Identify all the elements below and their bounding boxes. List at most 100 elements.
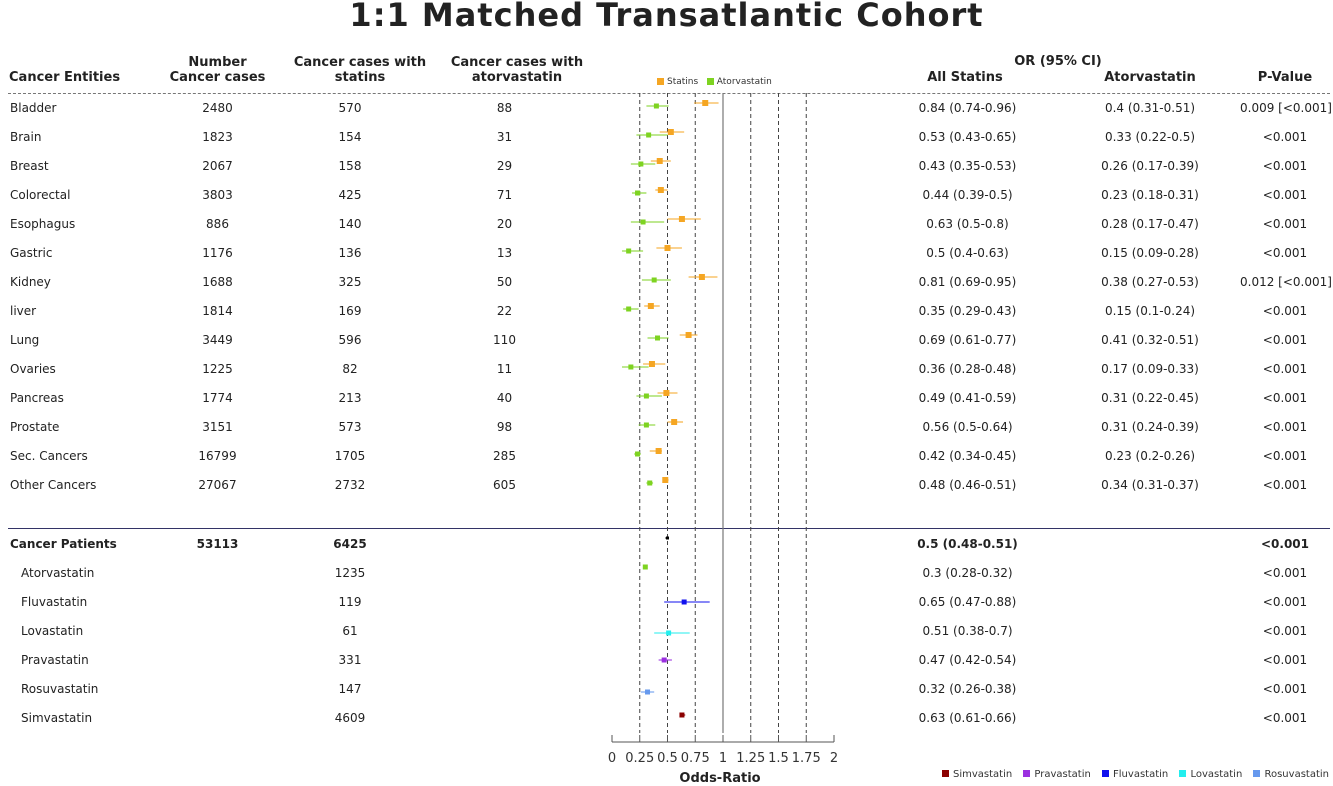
row-atorva: 11	[496, 362, 513, 376]
row-pvalue: <0.001	[1262, 246, 1308, 260]
row-entity: Breast	[10, 159, 49, 173]
row-or-ator: 0.28 (0.17-0.47)	[1101, 217, 1199, 231]
atorvastatin-point	[638, 161, 644, 167]
subrow-or-all: 0.51 (0.38-0.7)	[922, 624, 1013, 638]
legend-statins-label: Statins	[667, 77, 699, 87]
header-statins-line1: Cancer cases with	[293, 55, 427, 70]
row-entity: Colorectal	[10, 188, 71, 202]
atorvastatin-point	[647, 480, 653, 486]
row-statins: 2732	[334, 478, 366, 492]
x-tick-label: 1.5	[768, 751, 789, 766]
row-entity: Brain	[10, 130, 42, 144]
legend-rosuvastatin-swatch	[1253, 770, 1261, 777]
legend-lovastatin-label: Lovastatin	[1190, 769, 1243, 780]
row-or-ator: 0.31 (0.24-0.39)	[1101, 420, 1199, 434]
subrow-or-all: 0.32 (0.26-0.38)	[918, 682, 1017, 696]
atorvastatin-point	[628, 364, 634, 370]
row-atorva: 13	[496, 246, 513, 260]
row-statins: 82	[342, 362, 358, 376]
atorvastatin-point	[653, 103, 659, 109]
header-atorva-line2: atorvastatin	[471, 70, 563, 85]
subrow-entity: Atorvastatin	[21, 566, 95, 580]
row-entity: Esophagus	[10, 217, 76, 231]
row-atorva: 40	[496, 391, 513, 405]
subrow-entity: Rosuvastatin	[21, 682, 99, 696]
row-number: 3449	[202, 333, 233, 347]
statins-point	[664, 245, 671, 251]
atorvastatin-point	[635, 190, 641, 196]
row-atorva: 50	[496, 275, 513, 289]
header-number-line2: Cancer cases	[169, 70, 266, 85]
row-atorva: 98	[496, 420, 513, 434]
row-pvalue: <0.001	[1262, 478, 1308, 492]
summary-or-all: 0.5 (0.48-0.51)	[917, 537, 1018, 551]
x-tick-label: 1.25	[736, 751, 765, 766]
row-or-all: 0.53 (0.43-0.65)	[918, 130, 1017, 144]
statins-point	[648, 361, 655, 367]
statins-point	[662, 477, 669, 483]
header-number: Number Cancer cases	[155, 55, 280, 85]
row-statins: 140	[338, 217, 362, 231]
row-entity: Prostate	[10, 420, 60, 434]
header-atorva-line1: Cancer cases with	[450, 55, 584, 70]
legend-top: Statins Atorvastatin	[657, 77, 772, 87]
x-tick-label: 0	[608, 751, 616, 766]
row-entity: Kidney	[10, 275, 51, 289]
atorvastatin-point	[626, 248, 632, 254]
sub-cancer-patients-point	[666, 536, 669, 540]
subrow-or-all: 0.3 (0.28-0.32)	[922, 566, 1013, 580]
atorvastatin-point	[643, 422, 649, 428]
statins-point	[702, 100, 709, 106]
row-or-ator: 0.34 (0.31-0.37)	[1101, 478, 1199, 492]
subrow-statins: 147	[338, 682, 362, 696]
row-entity: Ovaries	[10, 362, 56, 376]
row-number: 886	[206, 217, 229, 231]
header-statins-line2: statins	[334, 70, 386, 85]
header-pvalue: P-Value	[1257, 70, 1313, 85]
subrow-or-all: 0.65 (0.47-0.88)	[918, 595, 1017, 609]
subrow-pvalue: <0.001	[1262, 682, 1308, 696]
statins-point	[671, 419, 678, 425]
x-tick-label: 1	[719, 751, 727, 766]
row-or-ator: 0.4 (0.31-0.51)	[1104, 101, 1196, 115]
atorvastatin-point	[655, 335, 661, 341]
row-entity: Bladder	[10, 101, 57, 115]
row-or-all: 0.44 (0.39-0.5)	[922, 188, 1013, 202]
legend-fluvastatin-swatch	[1102, 770, 1110, 777]
legend-simvastatin-swatch	[942, 770, 949, 777]
summary-pvalue: <0.001	[1260, 537, 1309, 551]
statins-point	[667, 129, 674, 135]
legend-pravastatin-swatch	[1023, 770, 1031, 777]
row-or-ator: 0.15 (0.09-0.28)	[1101, 246, 1199, 260]
header-divider	[8, 93, 1330, 94]
summary-statins: 6425	[333, 537, 367, 551]
legend-pravastatin-label: Pravastatin	[1034, 769, 1091, 780]
legend-rosuvastatin: Rosuvastatin	[1253, 769, 1329, 780]
row-pvalue: <0.001	[1262, 130, 1308, 144]
row-entity: liver	[10, 304, 37, 318]
row-or-all: 0.35 (0.29-0.43)	[918, 304, 1017, 318]
atorvastatin-point	[643, 393, 649, 399]
row-statins: 213	[338, 391, 362, 405]
atorvastatin-point	[626, 306, 632, 312]
x-tick-label: 1.75	[792, 751, 821, 766]
legend-bottom: Simvastatin Pravastatin Fluvastatin Lova…	[942, 769, 1333, 780]
row-pvalue: <0.001	[1262, 391, 1308, 405]
legend-statins-swatch	[657, 78, 664, 85]
subrow-pvalue: <0.001	[1262, 711, 1308, 725]
row-or-ator: 0.38 (0.27-0.53)	[1101, 275, 1199, 289]
statins-point	[656, 158, 663, 164]
row-entity: Lung	[10, 333, 40, 347]
row-entity: Gastric	[10, 246, 53, 260]
subrow-pvalue: <0.001	[1262, 566, 1308, 580]
row-number: 2067	[202, 159, 233, 173]
sub-lovastatin-point	[666, 630, 672, 636]
row-number: 1774	[202, 391, 233, 405]
row-or-ator: 0.31 (0.22-0.45)	[1101, 391, 1199, 405]
row-or-ator: 0.26 (0.17-0.39)	[1101, 159, 1199, 173]
row-atorva: 31	[496, 130, 513, 144]
row-pvalue: <0.001	[1262, 333, 1308, 347]
subrow-pvalue: <0.001	[1262, 624, 1308, 638]
summary-divider	[8, 528, 1330, 529]
x-tick-label: 0.25	[625, 751, 654, 766]
